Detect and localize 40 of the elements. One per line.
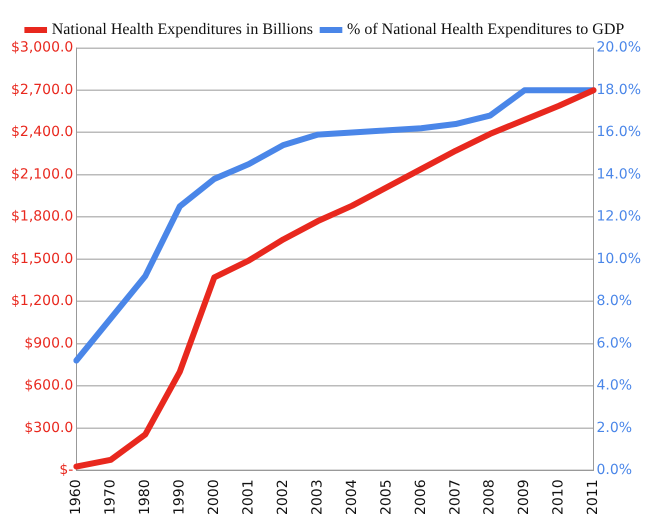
x-tick-label: 2002: [274, 479, 291, 516]
y2-tick-label: 10.0%: [596, 250, 642, 267]
legend-label: % of National Health Expenditures to GDP: [347, 21, 624, 38]
y2-tick-label: 14.0%: [596, 166, 642, 182]
x-tick-label: 2003: [309, 479, 326, 516]
x-tick-label: 2005: [378, 479, 394, 516]
y-tick-label: $600.0: [24, 378, 74, 394]
y-tick-label: $1,200.0: [11, 293, 74, 310]
y-tick-label: $2,100.0: [11, 166, 74, 182]
x-tick-label: 1990: [171, 479, 188, 516]
y-tick-label: $3,000.0: [11, 40, 74, 56]
y2-tick-label: 0.0%: [596, 462, 632, 478]
x-tick-label: 2010: [550, 479, 567, 516]
y2-tick-label: 4.0%: [596, 378, 632, 394]
x-tick-label: 2009: [516, 479, 532, 516]
y2-tick-label: 2.0%: [596, 420, 632, 436]
y-tick-label: $1,800.0: [11, 208, 74, 225]
y2-tick-label: 12.0%: [596, 208, 642, 225]
x-tick-label: 2004: [344, 479, 360, 516]
x-tick-label: 2007: [447, 479, 464, 516]
x-tick-label: 1960: [68, 479, 84, 516]
y-tick-label: $1,500.0: [11, 250, 74, 267]
y-tick-label: $2,700.0: [11, 82, 74, 98]
y2-tick-label: 6.0%: [596, 335, 632, 352]
y-tick-label: $2,400.0: [11, 124, 74, 140]
legend-label: National Health Expenditures in Billions: [52, 21, 314, 38]
x-tick-label: 2006: [412, 479, 429, 516]
y2-tick-label: 18.0%: [596, 82, 642, 98]
y2-tick-label: 16.0%: [596, 124, 642, 140]
y-tick-label: $900.0: [24, 335, 74, 352]
x-tick-label: 2001: [240, 479, 256, 516]
x-tick-label: 2011: [585, 479, 602, 516]
y-tick-label: $300.0: [24, 420, 74, 436]
y-tick-label: $-: [59, 462, 74, 478]
y2-tick-label: 20.0%: [596, 40, 642, 56]
x-tick-label: 2000: [206, 479, 222, 516]
x-tick-label: 2008: [482, 479, 498, 516]
x-tick-label: 1980: [136, 479, 153, 516]
x-tick-label: 1970: [102, 479, 118, 516]
y2-tick-label: 8.0%: [596, 293, 632, 310]
